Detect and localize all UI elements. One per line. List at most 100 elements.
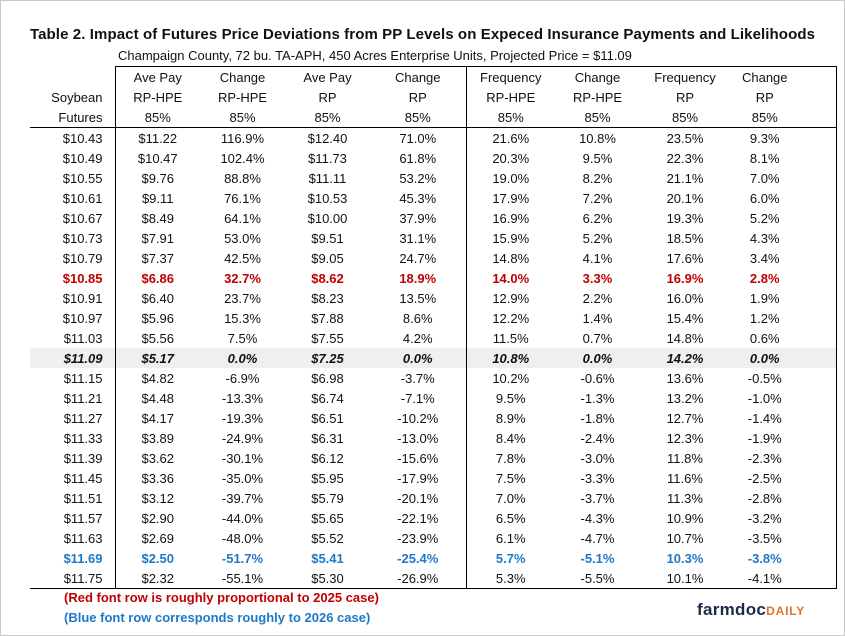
header-cell: RP-HPE	[114, 87, 200, 107]
table-row: $11.15 $4.82 -6.9% $6.98 -3.7% 10.2% -0.6% 13.6…	[30, 368, 837, 388]
table-cell: $9.05	[311, 250, 344, 266]
futures-price-cell: $11.69	[63, 550, 103, 566]
table-cell: 13.6%	[666, 370, 704, 386]
table-cell: 19.3%	[666, 210, 704, 226]
table-cell: 3.3%	[582, 270, 613, 286]
table-cell: 10.9%	[666, 510, 704, 526]
table-cell: $5.41	[311, 550, 344, 566]
header-cell: 85%	[370, 107, 466, 128]
table-cell: 9.5%	[582, 150, 613, 166]
table-cell: -55.1%	[200, 568, 285, 589]
table-cell: $6.74	[311, 390, 344, 406]
futures-price-cell: $11.03	[63, 330, 103, 346]
table-cell: -35.0%	[221, 470, 264, 486]
table-cell: $5.96	[114, 308, 200, 328]
table-cell: 8.2%	[582, 170, 613, 186]
table-cell: -1.9%	[730, 428, 837, 448]
table-cell: 5.2%	[582, 230, 613, 246]
table-cell: 15.4%	[666, 310, 704, 326]
table-cell: -10.2%	[397, 410, 439, 426]
futures-price-cell: $10.61	[62, 190, 103, 206]
table-cell: -13.3%	[221, 390, 264, 406]
table-cell: 6.2%	[582, 210, 613, 226]
table-cell: $5.95	[311, 470, 344, 486]
header-cell: Soybean	[51, 89, 103, 105]
table-row: $10.49 $10.47 102.4% $11.73 61.8% 20.3% 9.5% 22…	[30, 148, 837, 168]
table-cell: -0.5%	[730, 368, 837, 388]
table-cell: 7.5%	[465, 468, 555, 488]
table-cell: 0.0%	[200, 348, 285, 368]
table-cell: 0.7%	[582, 330, 613, 346]
table-cell: $6.98	[311, 370, 344, 386]
header-cell: Frequency	[640, 66, 730, 87]
table-row: $10.85 $6.86 32.7% $8.62 18.9% 14.0% 3.3% 16.9%…	[30, 268, 837, 288]
header-cell: Ave Pay	[285, 66, 370, 87]
table-cell: 15.3%	[224, 310, 261, 326]
table-cell: 7.0%	[465, 488, 555, 508]
table-cell: 14.0%	[465, 268, 555, 288]
header-cell: 85%	[730, 107, 837, 128]
table-cell: 8.6%	[402, 310, 433, 326]
table-cell: 10.7%	[666, 530, 704, 546]
table-cell: $10.47	[114, 148, 200, 168]
table-cell: 18.9%	[399, 270, 437, 286]
table-cell: $2.32	[114, 568, 200, 589]
table-cell: $5.65	[311, 510, 344, 526]
table-cell: -13.0%	[397, 430, 439, 446]
table-cell: 0.0%	[730, 348, 837, 368]
header-cell: RP	[408, 89, 427, 105]
table-cell: 8.9%	[465, 408, 555, 428]
table-row: $11.51 $3.12 -39.7% $5.79 -20.1% 7.0% -3.7% 11.…	[30, 488, 837, 508]
table-cell: 21.1%	[666, 170, 704, 186]
table-row: $11.75 $2.32 -55.1% $5.30 -26.9% 5.3% -5.5% 10.…	[30, 568, 837, 589]
header-cell: Change	[555, 66, 640, 87]
table-cell: $7.55	[311, 330, 344, 346]
table-cell: $5.52	[311, 530, 344, 546]
logo-accent-text: DAILY	[766, 604, 806, 618]
table-row: $10.73 $7.91 53.0% $9.51 31.1% 15.9% 5.2% 18.5%…	[30, 228, 837, 248]
table-cell: 45.3%	[399, 190, 437, 206]
table-cell: 7.2%	[582, 190, 613, 206]
table-row: $10.91 $6.40 23.7% $8.23 13.5% 12.9% 2.2% 16.0%…	[30, 288, 837, 308]
table-cell: 23.7%	[224, 290, 261, 306]
header-row: Futures 85% 85% 85% 85% 85% 85% 85% 85%	[30, 107, 837, 128]
table-cell: -2.3%	[730, 448, 837, 468]
table-cell: -17.9%	[397, 470, 439, 486]
table-cell: -2.4%	[580, 430, 615, 446]
table-cell: -4.3%	[580, 510, 615, 526]
table-cell: 10.8%	[465, 348, 555, 368]
table-row: $11.57 $2.90 -44.0% $5.65 -22.1% 6.5% -4.3% 10.…	[30, 508, 837, 528]
table-cell: 9.5%	[465, 388, 555, 408]
insurance-table: Ave Pay Change Ave Pay Change Frequency Chang…	[30, 66, 837, 589]
header-cell: Change	[370, 66, 466, 87]
table-cell: 13.2%	[666, 390, 704, 406]
table-row: $10.43 $11.22 116.9% $12.40 71.0% 21.6% 10.8% 2…	[30, 127, 837, 148]
table-cell: -6.9%	[225, 370, 260, 386]
futures-price-cell: $11.39	[63, 450, 103, 466]
table-cell: 10.1%	[640, 568, 730, 589]
table-cell: 11.8%	[667, 450, 703, 466]
table-cell: -26.9%	[370, 568, 466, 589]
table-cell: $2.69	[114, 528, 200, 548]
table-cell: 7.5%	[227, 330, 258, 346]
table-cell: $4.82	[114, 368, 200, 388]
header-cell: Futures	[30, 107, 115, 128]
table-cell: 11.6%	[667, 470, 703, 486]
header-cell: 85%	[640, 107, 730, 128]
futures-price-cell: $11.63	[63, 530, 103, 546]
table-row: $11.69 $2.50 -51.7% $5.41 -25.4% 5.7% -5.1% 10.…	[30, 548, 837, 568]
table-cell: 1.2%	[730, 308, 837, 328]
table-cell: $10.00	[307, 210, 348, 226]
table-cell: 14.8%	[465, 248, 555, 268]
table-row: $10.79 $7.37 42.5% $9.05 24.7% 14.8% 4.1% 17.6%…	[30, 248, 837, 268]
table-cell: -7.1%	[400, 390, 435, 406]
table-cell: 16.9%	[666, 270, 704, 286]
table-cell: 31.1%	[399, 230, 437, 246]
table-cell: 17.6%	[666, 250, 704, 266]
table-cell: 12.9%	[465, 288, 555, 308]
table-cell: -3.7%	[400, 370, 435, 386]
table-cell: 8.1%	[730, 148, 837, 168]
header-cell: 85%	[465, 107, 555, 128]
table-cell: 4.1%	[582, 250, 613, 266]
table-cell: 0.0%	[555, 348, 640, 368]
